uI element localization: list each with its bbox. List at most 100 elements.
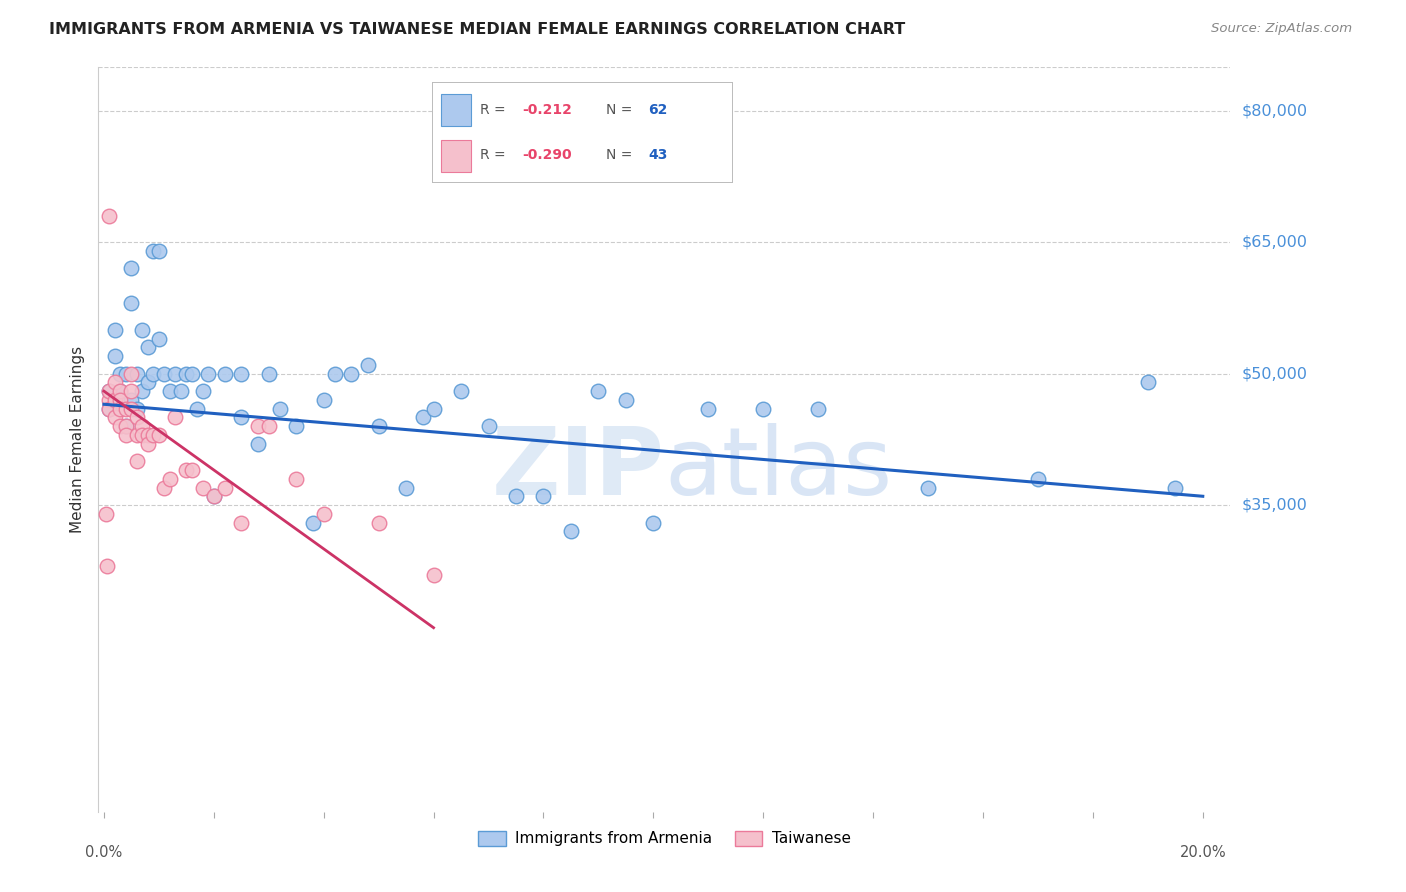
Point xyxy=(422,568,444,582)
Text: atlas: atlas xyxy=(665,423,893,515)
Point xyxy=(1164,481,1187,495)
Point xyxy=(246,436,269,450)
Point xyxy=(120,296,142,310)
Point xyxy=(312,392,335,407)
Point xyxy=(131,384,153,398)
Point xyxy=(115,367,138,381)
Point xyxy=(191,481,214,495)
Point xyxy=(120,392,142,407)
Point xyxy=(202,489,225,503)
Point xyxy=(231,410,253,425)
Point xyxy=(367,516,389,530)
Point xyxy=(131,419,153,434)
Point xyxy=(257,367,280,381)
Point xyxy=(1026,472,1049,486)
Point xyxy=(136,376,159,390)
Point xyxy=(180,463,202,477)
Text: $35,000: $35,000 xyxy=(1241,498,1308,513)
Point xyxy=(917,481,939,495)
Point xyxy=(450,384,472,398)
Point xyxy=(131,323,153,337)
Point xyxy=(312,507,335,521)
Point xyxy=(98,392,121,407)
Point xyxy=(110,392,132,407)
Point xyxy=(148,244,170,258)
Point xyxy=(136,428,159,442)
Point xyxy=(110,384,132,398)
Point xyxy=(98,209,121,223)
Point xyxy=(110,384,132,398)
Point xyxy=(153,367,176,381)
Point xyxy=(165,410,187,425)
Point xyxy=(257,419,280,434)
Point xyxy=(752,401,775,416)
Point xyxy=(98,384,121,398)
Point xyxy=(214,367,236,381)
Point xyxy=(395,481,418,495)
Text: IMMIGRANTS FROM ARMENIA VS TAIWANESE MEDIAN FEMALE EARNINGS CORRELATION CHART: IMMIGRANTS FROM ARMENIA VS TAIWANESE MED… xyxy=(49,22,905,37)
Point xyxy=(180,367,202,381)
Point xyxy=(202,489,225,503)
Point xyxy=(477,419,499,434)
Point xyxy=(110,367,132,381)
Point xyxy=(231,516,253,530)
Point xyxy=(120,261,142,276)
Point xyxy=(614,392,637,407)
Text: $50,000: $50,000 xyxy=(1241,366,1308,381)
Text: ZIP: ZIP xyxy=(492,423,665,515)
Point xyxy=(560,524,582,539)
Point xyxy=(136,436,159,450)
Point xyxy=(96,559,118,574)
Point xyxy=(110,401,132,416)
Point xyxy=(176,367,198,381)
Point xyxy=(1136,376,1159,390)
Point xyxy=(142,367,165,381)
Point xyxy=(505,489,527,503)
Point xyxy=(214,481,236,495)
Point xyxy=(104,323,127,337)
Point xyxy=(269,401,291,416)
Point xyxy=(120,401,142,416)
Point xyxy=(159,472,181,486)
Point xyxy=(367,419,389,434)
Point xyxy=(231,367,253,381)
Point xyxy=(301,516,323,530)
Point xyxy=(340,367,363,381)
Point xyxy=(356,358,378,372)
Point xyxy=(142,244,165,258)
Text: $80,000: $80,000 xyxy=(1241,103,1308,119)
Point xyxy=(131,428,153,442)
Point xyxy=(125,454,148,468)
Text: Source: ZipAtlas.com: Source: ZipAtlas.com xyxy=(1212,22,1353,36)
Point xyxy=(153,481,176,495)
Point xyxy=(588,384,610,398)
Point xyxy=(104,349,127,363)
Point xyxy=(120,384,142,398)
Point xyxy=(125,367,148,381)
Point xyxy=(807,401,830,416)
Point xyxy=(120,367,142,381)
Point xyxy=(165,367,187,381)
Point xyxy=(98,401,121,416)
Point xyxy=(115,419,138,434)
Point xyxy=(186,401,208,416)
Point xyxy=(285,419,308,434)
Point xyxy=(115,428,138,442)
Point xyxy=(98,401,121,416)
Point xyxy=(115,419,138,434)
Text: 0.0%: 0.0% xyxy=(86,846,122,860)
Point xyxy=(125,428,148,442)
Point xyxy=(136,340,159,354)
Point xyxy=(104,410,127,425)
Point xyxy=(148,332,170,346)
Point xyxy=(148,428,170,442)
Point xyxy=(125,410,148,425)
Point xyxy=(125,401,148,416)
Point xyxy=(110,419,132,434)
Point xyxy=(142,428,165,442)
Point xyxy=(159,384,181,398)
Point xyxy=(323,367,346,381)
Point xyxy=(170,384,193,398)
Point xyxy=(176,463,198,477)
Point xyxy=(697,401,720,416)
